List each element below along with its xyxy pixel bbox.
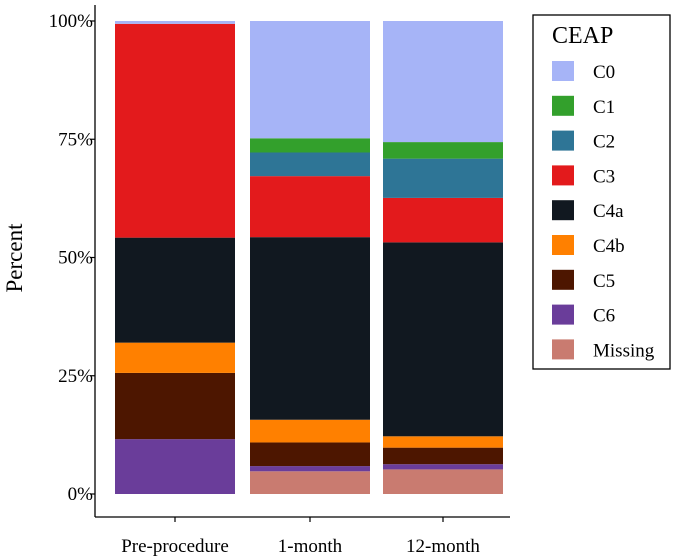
legend-swatch-c3 xyxy=(552,165,574,186)
legend: CEAP C0 C1 C2 C3 C4a C4b C5 C6 Missing xyxy=(532,14,671,370)
y-tick-label: 75% xyxy=(58,129,93,150)
legend-swatch-c4b xyxy=(552,235,574,255)
bar-segment-c4b-2 xyxy=(250,419,370,443)
bar-segment-c4a-1 xyxy=(115,237,235,343)
bar-segment-c3-1 xyxy=(115,23,235,238)
x-tick-label: 12-month xyxy=(406,536,480,557)
x-tick-label: Pre-procedure xyxy=(121,536,229,557)
bar-segment-c5-3 xyxy=(383,447,503,465)
legend-swatch-c2 xyxy=(552,130,574,151)
legend-title: CEAP xyxy=(552,23,613,49)
bar-segment-c1-3 xyxy=(383,142,503,159)
x-tick-label: 1-month xyxy=(278,536,343,557)
legend-swatch-c4a xyxy=(552,200,574,221)
legend-swatch-c0 xyxy=(552,61,574,81)
plot-area xyxy=(115,21,503,494)
legend-swatch-c5 xyxy=(552,269,574,290)
legend-label-c0: C0 xyxy=(593,62,615,83)
legend-label-c3: C3 xyxy=(593,166,615,187)
bar-segment-c5-2 xyxy=(250,442,370,467)
bar-segment-c4a-3 xyxy=(383,242,503,437)
bar-segment-c2-3 xyxy=(383,158,503,198)
legend-swatch-missing xyxy=(552,339,574,360)
legend-label-c5: C5 xyxy=(593,271,615,292)
y-tick-label: 0% xyxy=(68,484,94,505)
bar-segment-c0-2 xyxy=(250,21,370,139)
legend-swatch-c1 xyxy=(552,95,574,116)
bar-segment-missing-2 xyxy=(250,471,370,494)
bar-segment-c2-2 xyxy=(250,152,370,177)
bar-segment-c1-2 xyxy=(250,138,370,153)
bar-segment-c4a-2 xyxy=(250,237,370,420)
legend-swatch-c6 xyxy=(552,304,574,325)
bar-segment-c6-1 xyxy=(115,439,235,494)
bar-segment-missing-3 xyxy=(383,469,503,494)
legend-label-c6: C6 xyxy=(593,306,615,327)
bar-segment-c4b-1 xyxy=(115,342,235,373)
axes: 0% 25% 50% 75% 100% Pre-procedure 1-month 12-mo… xyxy=(2,5,510,557)
legend-label-missing: Missing xyxy=(593,340,655,361)
bar-segment-c5-1 xyxy=(115,372,235,440)
y-tick-label: 100% xyxy=(49,11,94,32)
bar-segment-c0-3 xyxy=(383,21,503,143)
bar-segment-c4b-3 xyxy=(383,436,503,448)
y-tick-label: 25% xyxy=(58,366,93,387)
bar-segment-c3-3 xyxy=(383,197,503,243)
legend-label-c1: C1 xyxy=(593,97,615,118)
y-tick-label: 50% xyxy=(58,248,93,269)
legend-label-c2: C2 xyxy=(593,132,615,153)
bar-segment-c3-2 xyxy=(250,176,370,238)
bar-segment-c6-3 xyxy=(383,464,503,470)
bar-segment-c6-2 xyxy=(250,466,370,472)
y-axis-title: Percent xyxy=(2,223,27,293)
legend-label-c4a: C4a xyxy=(593,201,624,222)
legend-label-c4b: C4b xyxy=(593,236,625,257)
bar-segment-c0-1 xyxy=(115,21,235,24)
